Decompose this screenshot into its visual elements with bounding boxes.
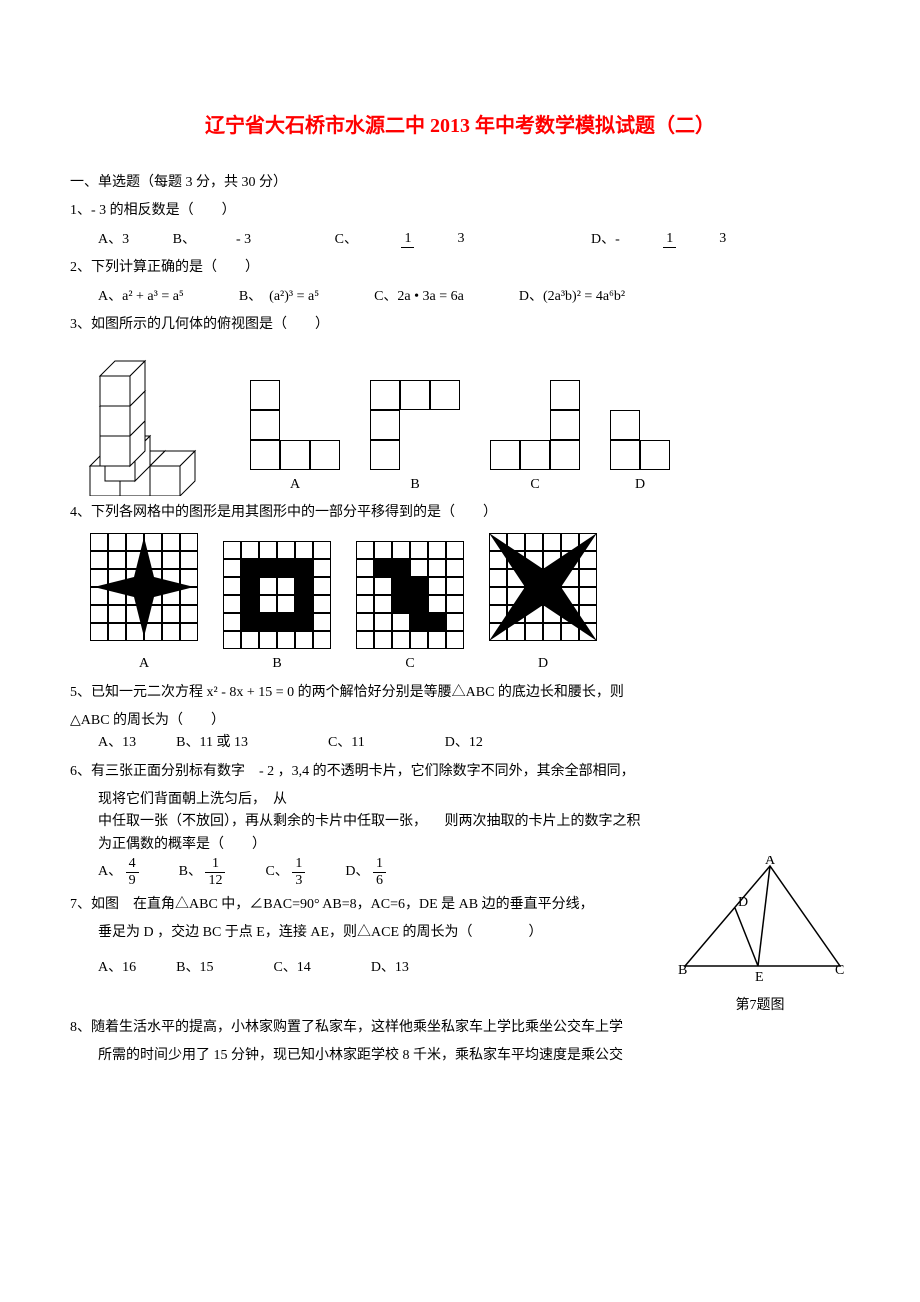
q1-options: A、3 B、- 3 C、 13 D、- 13 bbox=[70, 229, 850, 251]
q3-opt-c: C bbox=[490, 380, 580, 496]
q6-opt-d: D、 16 bbox=[345, 856, 386, 888]
q2-opt-c: C、2a • 3a = 6a bbox=[374, 286, 464, 308]
q4-opt-c: C bbox=[356, 541, 464, 675]
q4-opt-a: A bbox=[90, 533, 198, 676]
q5-options: A、13 B、11 或 13 C、11 D、12 bbox=[70, 732, 850, 754]
star-overlay-icon bbox=[90, 533, 198, 641]
q6-opt-c: C、 13 bbox=[265, 856, 305, 888]
q4-figure-row: A B C bbox=[90, 533, 850, 676]
q1-opt-a: A、3 bbox=[98, 229, 129, 251]
q6-stem-3: 中任取一张（不放回），再从剩余的卡片中任取一张， 则两次抽取的卡片上的数字之积 bbox=[70, 811, 850, 833]
q3-opt-b: B bbox=[370, 380, 460, 496]
q6-stem-2: 现将它们背面朝上洗匀后， 从 bbox=[70, 789, 850, 811]
q1-opt-b: B、- 3 bbox=[173, 229, 292, 251]
svg-text:E: E bbox=[755, 970, 764, 985]
q4-stem: 4、下列各网格中的图形是用其图形中的一部分平移得到的是（ ） bbox=[70, 502, 850, 524]
exam-title: 辽宁省大石桥市水源二中 2013 年中考数学模拟试题（二） bbox=[70, 110, 850, 142]
q3-stem: 3、如图所示的几何体的俯视图是（ ） bbox=[70, 314, 850, 336]
q2-stem: 2、下列计算正确的是（ ） bbox=[70, 257, 850, 279]
q6-opt-b: B、 112 bbox=[179, 856, 226, 888]
q4-opt-d: D bbox=[489, 533, 597, 676]
q6-stem-1: 6、有三张正面分别标有数字 - 2 ，3,4 的不透明卡片，它们除数字不同外，其… bbox=[70, 761, 850, 783]
svg-text:A: A bbox=[765, 856, 776, 868]
q8-stem-1: 8、随着生活水平的提高，小林家购置了私家车，这样他乘坐私家车上学比乘坐公交车上学 bbox=[70, 1017, 850, 1039]
q5-opt-b: B、11 或 13 bbox=[176, 732, 248, 754]
q7-opt-b: B、15 bbox=[176, 957, 213, 979]
q2-options: A、a² + a³ = a⁵ B、 (a²)³ = a⁵ C、2a • 3a =… bbox=[70, 286, 850, 308]
q3-figure-row: A B C D bbox=[80, 346, 850, 496]
q3-solid bbox=[80, 346, 220, 496]
section-1-header: 一、单选题（每题 3 分，共 30 分） bbox=[70, 172, 850, 194]
q2-opt-a: A、a² + a³ = a⁵ bbox=[98, 286, 184, 308]
q2-opt-b: B、 (a²)³ = a⁵ bbox=[239, 286, 319, 308]
fraction-one-third: 13 bbox=[401, 231, 507, 247]
q7-options: A、16 B、15 C、14 D、13 bbox=[70, 957, 660, 979]
svg-text:D: D bbox=[738, 895, 748, 910]
q2-opt-d: D、(2a³b)² = 4a⁶b² bbox=[519, 286, 625, 308]
q4-opt-b: B bbox=[223, 541, 331, 675]
q7-figure: A B C D E 第7题图 bbox=[670, 856, 850, 1017]
q5-opt-a: A、13 bbox=[98, 732, 136, 754]
cube-solid-icon bbox=[80, 346, 220, 496]
q8-stem-2: 所需的时间少用了 15 分钟，现已知小林家距学校 8 千米，乘私家车平均速度是乘… bbox=[70, 1045, 850, 1067]
q1-stem: 1、- 3 的相反数是（ ） bbox=[70, 200, 850, 222]
q5-stem-1: 5、已知一元二次方程 x² - 8x + 15 = 0 的两个解恰好分别是等腰△… bbox=[70, 682, 850, 704]
q3-opt-a: A bbox=[250, 380, 340, 496]
q6-opt-a: A、 49 bbox=[98, 856, 139, 888]
q5-opt-d: D、12 bbox=[445, 732, 483, 754]
triangle-abc-icon: A B C D E bbox=[670, 856, 850, 986]
q3-opt-d: D bbox=[610, 410, 670, 496]
q5-stem-2: △ABC 的周长为（ ） bbox=[70, 710, 850, 732]
q5-opt-c: C、11 bbox=[328, 732, 365, 754]
q7-opt-a: A、16 bbox=[98, 957, 136, 979]
concave-star-overlay-icon bbox=[489, 533, 597, 641]
q6-stem-4: 为正偶数的概率是（ ） bbox=[70, 834, 850, 856]
fraction-neg-one-third: 13 bbox=[663, 231, 769, 247]
q1-opt-d: D、- 13 bbox=[591, 229, 809, 251]
q6-options: A、 49 B、 112 C、 13 D、 16 bbox=[70, 856, 660, 888]
svg-text:C: C bbox=[835, 963, 844, 978]
q7-opt-c: C、14 bbox=[273, 957, 310, 979]
q7-figcaption: 第7题图 bbox=[670, 995, 850, 1017]
svg-text:B: B bbox=[678, 963, 687, 978]
q7-opt-d: D、13 bbox=[371, 957, 409, 979]
q1-opt-c: C、 13 bbox=[335, 229, 548, 251]
